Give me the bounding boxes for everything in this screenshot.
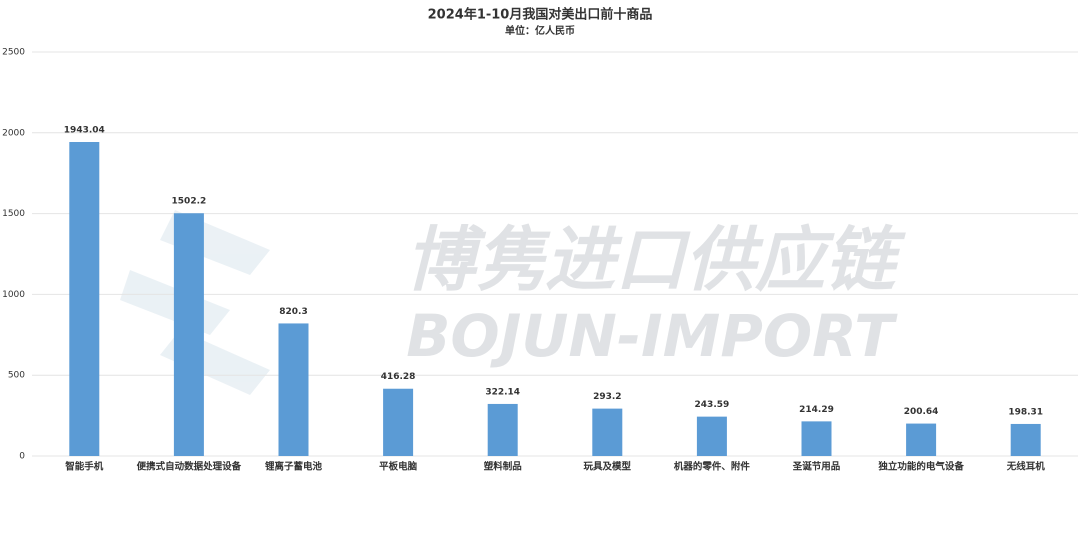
x-tick-label: 圣诞节用品 bbox=[792, 461, 841, 473]
value-label: 293.2 bbox=[593, 392, 621, 402]
y-tick-label: 500 bbox=[8, 371, 25, 381]
x-tick-label: 玩具及模型 bbox=[584, 461, 632, 473]
bar bbox=[906, 423, 937, 456]
y-tick-label: 2500 bbox=[2, 48, 25, 58]
value-label: 243.59 bbox=[695, 400, 730, 410]
chart-subtitle: 单位：亿人民币 bbox=[505, 24, 575, 37]
y-tick-label: 1000 bbox=[2, 290, 25, 300]
value-label: 416.28 bbox=[381, 372, 416, 382]
x-tick-label: 便携式自动数据处理设备 bbox=[137, 461, 242, 473]
chart-title: 2024年1-10月我国对美出口前十商品 bbox=[428, 7, 653, 23]
value-label: 1502.2 bbox=[172, 197, 207, 207]
y-tick-label: 1500 bbox=[2, 209, 25, 219]
bar bbox=[383, 388, 414, 456]
y-tick-label: 0 bbox=[19, 452, 25, 462]
value-label: 1943.04 bbox=[64, 126, 105, 136]
x-tick-label: 独立功能的电气设备 bbox=[877, 461, 964, 473]
x-tick-label: 智能手机 bbox=[65, 461, 104, 473]
x-tick-label: 锂离子蓄电池 bbox=[265, 461, 323, 473]
bar bbox=[592, 408, 623, 456]
x-tick-label: 无线耳机 bbox=[1006, 461, 1046, 473]
bar bbox=[696, 416, 727, 456]
y-tick-label: 2000 bbox=[2, 128, 25, 138]
bar bbox=[69, 142, 100, 456]
value-label: 198.31 bbox=[1008, 407, 1043, 417]
watermark-cn: 博隽进口供应链 bbox=[405, 219, 906, 301]
bar bbox=[278, 323, 309, 456]
bar bbox=[801, 421, 832, 456]
bar bbox=[173, 213, 204, 456]
value-label: 820.3 bbox=[279, 307, 307, 317]
value-label: 200.64 bbox=[904, 407, 939, 417]
value-label: 214.29 bbox=[799, 405, 834, 415]
x-tick-label: 平板电脑 bbox=[379, 461, 418, 473]
bar bbox=[487, 403, 518, 456]
value-label: 322.14 bbox=[485, 387, 520, 397]
bar bbox=[1010, 423, 1041, 456]
watermark-en: BOJUN-IMPORT bbox=[406, 302, 898, 370]
x-tick-label: 机器的零件、附件 bbox=[674, 461, 751, 473]
x-tick-label: 塑料制品 bbox=[484, 461, 522, 473]
